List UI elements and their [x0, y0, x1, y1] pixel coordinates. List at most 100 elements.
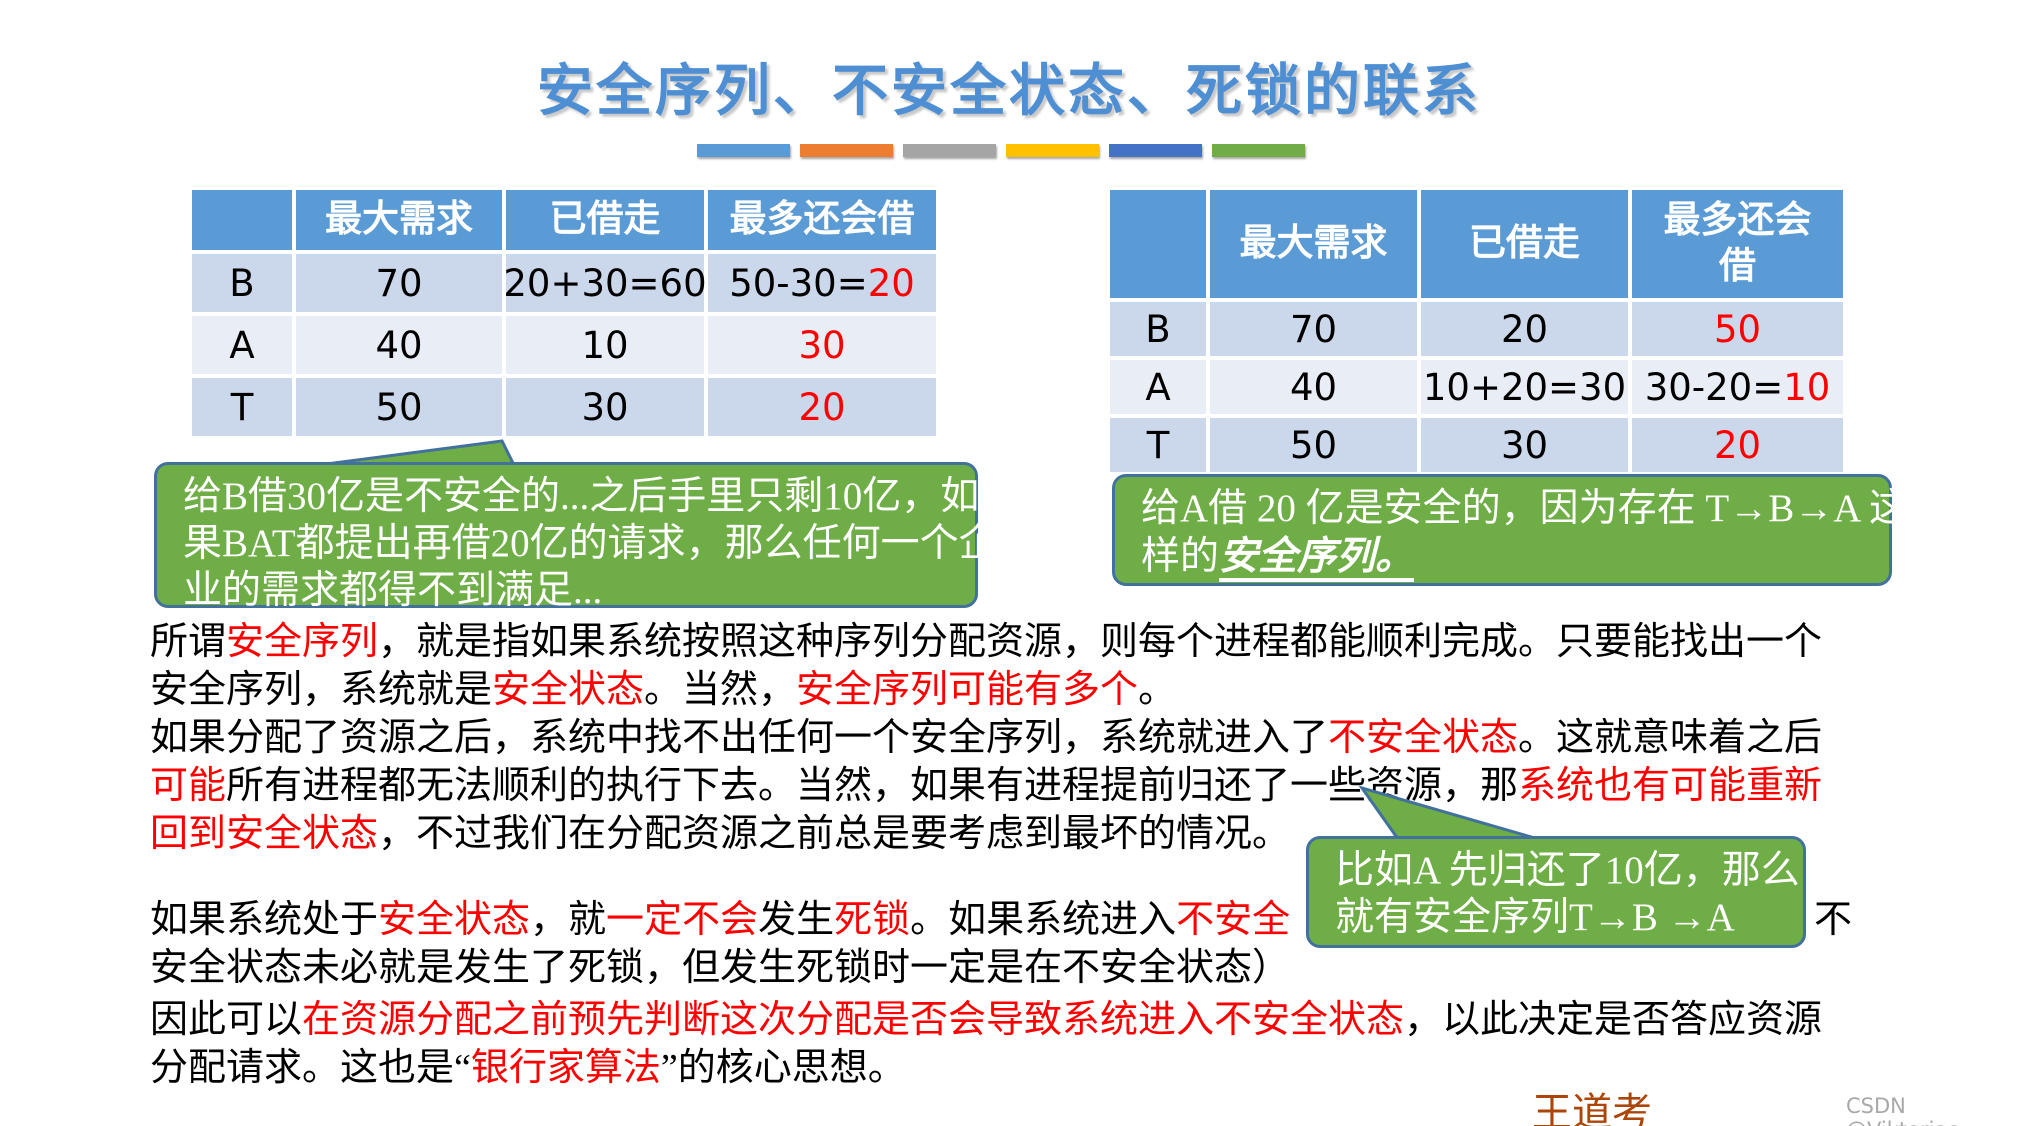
- text-segment: 安全序列，系统就是: [150, 669, 493, 711]
- callout-text-line: 果BAT都提出再借20亿的请求，那么任何一个企: [183, 522, 998, 565]
- highlighted-text: 20: [867, 261, 915, 305]
- text-line: 回到安全状态，不过我们在分配资源之前总是要考虑到最坏的情况。: [150, 810, 1822, 858]
- callout-safe-explanation: 给A借 20 亿是安全的，因为存在 T→B→A 这 样的安全序列。: [1112, 474, 1909, 586]
- callout-return-example: 比如A 先归还了10亿，那么 就有安全序列T→B →A: [1306, 836, 1806, 948]
- text-line: 如果分配了资源之后，系统中找不出任何一个安全序列，系统就进入了不安全状态。这就意…: [150, 714, 1822, 762]
- row-label: T: [1110, 418, 1206, 472]
- highlighted-text: 安全序列: [226, 621, 379, 663]
- text-segment: ，以此决定是否答应资源: [1404, 999, 1823, 1041]
- table-cell: 20: [1421, 302, 1628, 356]
- accent-bar: [1212, 144, 1305, 157]
- highlighted-text: 安全状态: [378, 899, 531, 941]
- text-segment: 70: [375, 261, 423, 305]
- table-cell: 70: [1210, 302, 1417, 356]
- text-segment: ，就是指如果系统按照这种序列分配资源，则每个进程都能顺利完成。只要能找出一个: [378, 621, 1823, 663]
- text-segment: 。当然，: [644, 669, 797, 711]
- text-segment: 如果分配了资源之后，系统中找不出任何一个安全序列，系统就进入了: [150, 717, 1329, 759]
- page-title: 安全序列、不安全状态、死锁的联系: [537, 61, 1481, 123]
- callout-text-line: 业的需求都得不到满足...: [183, 569, 603, 612]
- table-cell: 20: [708, 378, 936, 436]
- text-segment: 如果系统处于: [150, 899, 379, 941]
- text-segment: ，不过我们在分配资源之前总是要考虑到最坏的情况。: [378, 813, 1291, 855]
- table-cell: 30: [506, 378, 704, 436]
- callout-text-line: 就有安全序列T→B →A: [1335, 896, 1735, 939]
- highlighted-text: 系统也有可能重新: [1518, 765, 1823, 807]
- safe-sequence-emphasis: 安全序列。: [1219, 535, 1415, 578]
- table-header-cell: 已借走: [1421, 190, 1628, 298]
- highlighted-text: 死锁: [834, 899, 911, 941]
- text-line: 安全序列，系统就是安全状态。当然，安全序列可能有多个。: [150, 666, 1822, 714]
- paragraph-unsafe-state: 如果分配了资源之后，系统中找不出任何一个安全序列，系统就进入了不安全状态。这就意…: [150, 714, 1822, 858]
- brand-logo-text: 王道考研/CSKAOYAN.COM: [1532, 1091, 1652, 1126]
- table-cell: 30-20= 10: [1632, 360, 1843, 414]
- text-segment: 。如果系统进入: [910, 899, 1177, 941]
- row-label: T: [192, 378, 292, 436]
- row-label: B: [1110, 302, 1206, 356]
- table-header-cell: [1110, 190, 1206, 298]
- table-cell: 10: [506, 316, 704, 374]
- text-segment: 50: [375, 385, 423, 429]
- highlighted-text: 20: [1713, 423, 1762, 467]
- accent-bar: [1109, 144, 1202, 157]
- text-segment: 20+30=60: [503, 261, 707, 305]
- text-segment: 。这就意味着之后: [1518, 717, 1823, 759]
- accent-bar: [697, 144, 790, 157]
- text-segment: 10: [581, 323, 629, 367]
- table-cell: 40: [296, 316, 502, 374]
- text-segment: 安全状态未必就是发生了死锁，但发生死锁时一定是在不安全状态）: [150, 947, 1291, 989]
- highlighted-text: 30: [798, 323, 846, 367]
- callout-text-line: 给B借30亿是不安全的...之后手里只剩10亿，如: [183, 475, 980, 518]
- text-segment: 70: [1289, 307, 1338, 351]
- text-segment: 发生: [758, 899, 835, 941]
- table-cell: 70: [296, 254, 502, 312]
- callout-text-line: 比如A 先归还了10亿，那么: [1335, 849, 1800, 892]
- text-segment: ，就: [530, 899, 607, 941]
- highlighted-text: 银行家算法: [470, 1047, 661, 1089]
- csdn-watermark: CSDN @Viktoriae: [1846, 1094, 1960, 1126]
- text-line: 如果系统处于安全状态，就一定不会发生死锁。如果系统进入不安全: [150, 896, 1290, 944]
- paragraph-banker-algorithm: 因此可以在资源分配之前预先判断这次分配是否会导致系统进入不安全状态，以此决定是否…: [150, 996, 1822, 1092]
- text-segment: 所谓: [150, 621, 227, 663]
- table-cell: 50: [1210, 418, 1417, 472]
- text-segment: 分配请求。这也是“: [150, 1047, 471, 1089]
- text-line: 安全状态未必就是发生了死锁，但发生死锁时一定是在不安全状态）: [150, 944, 1290, 992]
- highlighted-text: 安全序列可能有多个: [796, 669, 1139, 711]
- accent-bars: [697, 144, 1305, 157]
- accent-bar: [1006, 144, 1099, 157]
- text-segment: 30: [581, 385, 629, 429]
- table-cell: 50-30= 20: [708, 254, 936, 312]
- allocation-table-unsafe: 最大需求 已借走 最多还会借 B 70 20+30=60 50-30= 20 A 40 10 30 T 5…: [192, 190, 936, 436]
- text-segment: 。: [1138, 669, 1177, 711]
- table-header-cell: 最多还会借: [708, 190, 936, 250]
- highlighted-text: 20: [798, 385, 846, 429]
- paragraph-safe-sequence: 所谓安全序列，就是指如果系统按照这种序列分配资源，则每个进程都能顺利完成。只要能…: [150, 618, 1822, 714]
- highlighted-text: 可能: [150, 765, 227, 807]
- table-header-cell: 最大需求: [296, 190, 502, 250]
- highlighted-text: 不安全: [1176, 899, 1291, 941]
- callout-text: 样的: [1141, 535, 1220, 578]
- table-cell: 30: [708, 316, 936, 374]
- text-segment: ”的核心思想。: [660, 1047, 906, 1089]
- text-line: 可能所有进程都无法顺利的执行下去。当然，如果有进程提前归还了一些资源，那系统也有…: [150, 762, 1822, 810]
- callout-bottom-tail: [1358, 786, 1539, 840]
- text-segment: 40: [375, 323, 423, 367]
- table-header-cell: 最多还会 借: [1632, 190, 1843, 298]
- table-header-cell: 已借走: [506, 190, 704, 250]
- text-line: 所谓安全序列，就是指如果系统按照这种序列分配资源，则每个进程都能顺利完成。只要能…: [150, 618, 1822, 666]
- callout-text-line: 样的安全序列。: [1141, 533, 1863, 581]
- table-cell: 20+30=60: [503, 254, 707, 312]
- text-segment: 50: [1289, 423, 1338, 467]
- highlighted-text: 回到安全状态: [150, 813, 379, 855]
- text-segment: 10+20=30: [1422, 365, 1627, 409]
- table-header-cell: [192, 190, 292, 250]
- text-segment: 30: [1500, 423, 1549, 467]
- table-cell: 20: [1632, 418, 1843, 472]
- callout-unsafe-explanation: 给B借30亿是不安全的...之后手里只剩10亿，如 果BAT都提出再借20亿的请求…: [154, 462, 998, 612]
- table-cell: 50: [296, 378, 502, 436]
- row-label: A: [192, 316, 292, 374]
- text-segment: 50-30=: [729, 261, 868, 305]
- callout-text-line: 给A借 20 亿是安全的，因为存在 T→B→A 这: [1141, 487, 1909, 530]
- text-segment: 40: [1289, 365, 1338, 409]
- text-segment: 所有进程都无法顺利的执行下去。当然，如果有进程提前归还了一些资源，那: [226, 765, 1519, 807]
- table-header-cell: 最大需求: [1210, 190, 1417, 298]
